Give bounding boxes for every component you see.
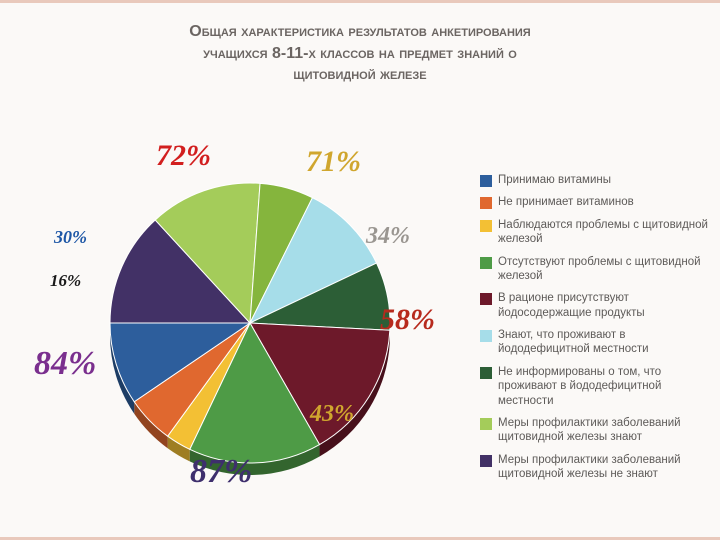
title-line-3: щитовидной железе — [293, 66, 426, 83]
legend-swatch — [480, 293, 492, 305]
legend-swatch — [480, 220, 492, 232]
legend-item: Меры профилактики заболеваний щитовидной… — [480, 416, 710, 445]
pct-label: 87% — [190, 453, 252, 491]
pct-label: 58% — [380, 303, 435, 337]
legend-swatch — [480, 330, 492, 342]
pct-label: 34% — [366, 223, 410, 250]
pct-label: 16% — [50, 271, 81, 291]
legend-label: В рационе присутствуют йодосодержащие пр… — [498, 291, 710, 320]
legend-swatch — [480, 455, 492, 467]
legend-item: Знают, что проживают в йододефицитной ме… — [480, 328, 710, 357]
legend-item: Наблюдаются проблемы с щитовидной железо… — [480, 218, 710, 247]
legend-item: Принимаю витамины — [480, 173, 710, 187]
legend-label: Наблюдаются проблемы с щитовидной железо… — [498, 218, 710, 247]
legend-label: Меры профилактики заболеваний щитовидной… — [498, 453, 710, 482]
legend-swatch — [480, 418, 492, 430]
pct-label: 72% — [156, 139, 211, 173]
legend-label: Принимаю витамины — [498, 173, 611, 187]
legend-item: Меры профилактики заболеваний щитовидной… — [480, 453, 710, 482]
pct-label: 71% — [306, 145, 361, 179]
title-line-1: Общая характеристика результатов анкетир… — [189, 23, 530, 40]
slide-title: Общая характеристика результатов анкетир… — [0, 3, 720, 92]
pie-chart: 72%71%34%58%43%87%84%16%30% — [40, 133, 440, 513]
pie-svg — [100, 173, 400, 485]
pct-label: 30% — [54, 227, 87, 248]
legend-swatch — [480, 367, 492, 379]
pct-label: 84% — [34, 345, 96, 383]
legend-swatch — [480, 175, 492, 187]
legend-swatch — [480, 197, 492, 209]
pct-label: 43% — [310, 401, 354, 428]
legend-label: Отсутствуют проблемы с щитовидной железо… — [498, 255, 710, 284]
legend-item: Отсутствуют проблемы с щитовидной железо… — [480, 255, 710, 284]
slide: Общая характеристика результатов анкетир… — [0, 0, 720, 540]
legend-label: Меры профилактики заболеваний щитовидной… — [498, 416, 710, 445]
legend-label: Не принимает витаминов — [498, 195, 634, 209]
legend-label: Не информированы о том, что проживают в … — [498, 365, 710, 408]
legend: Принимаю витамины Не принимает витаминов Н… — [480, 173, 710, 489]
legend-item: В рационе присутствуют йодосодержащие пр… — [480, 291, 710, 320]
legend-swatch — [480, 257, 492, 269]
legend-item: Не принимает витаминов — [480, 195, 710, 209]
title-line-2: учащихся 8-11-х классов на предмет знани… — [203, 45, 517, 62]
legend-item: Не информированы о том, что проживают в … — [480, 365, 710, 408]
legend-label: Знают, что проживают в йододефицитной ме… — [498, 328, 710, 357]
